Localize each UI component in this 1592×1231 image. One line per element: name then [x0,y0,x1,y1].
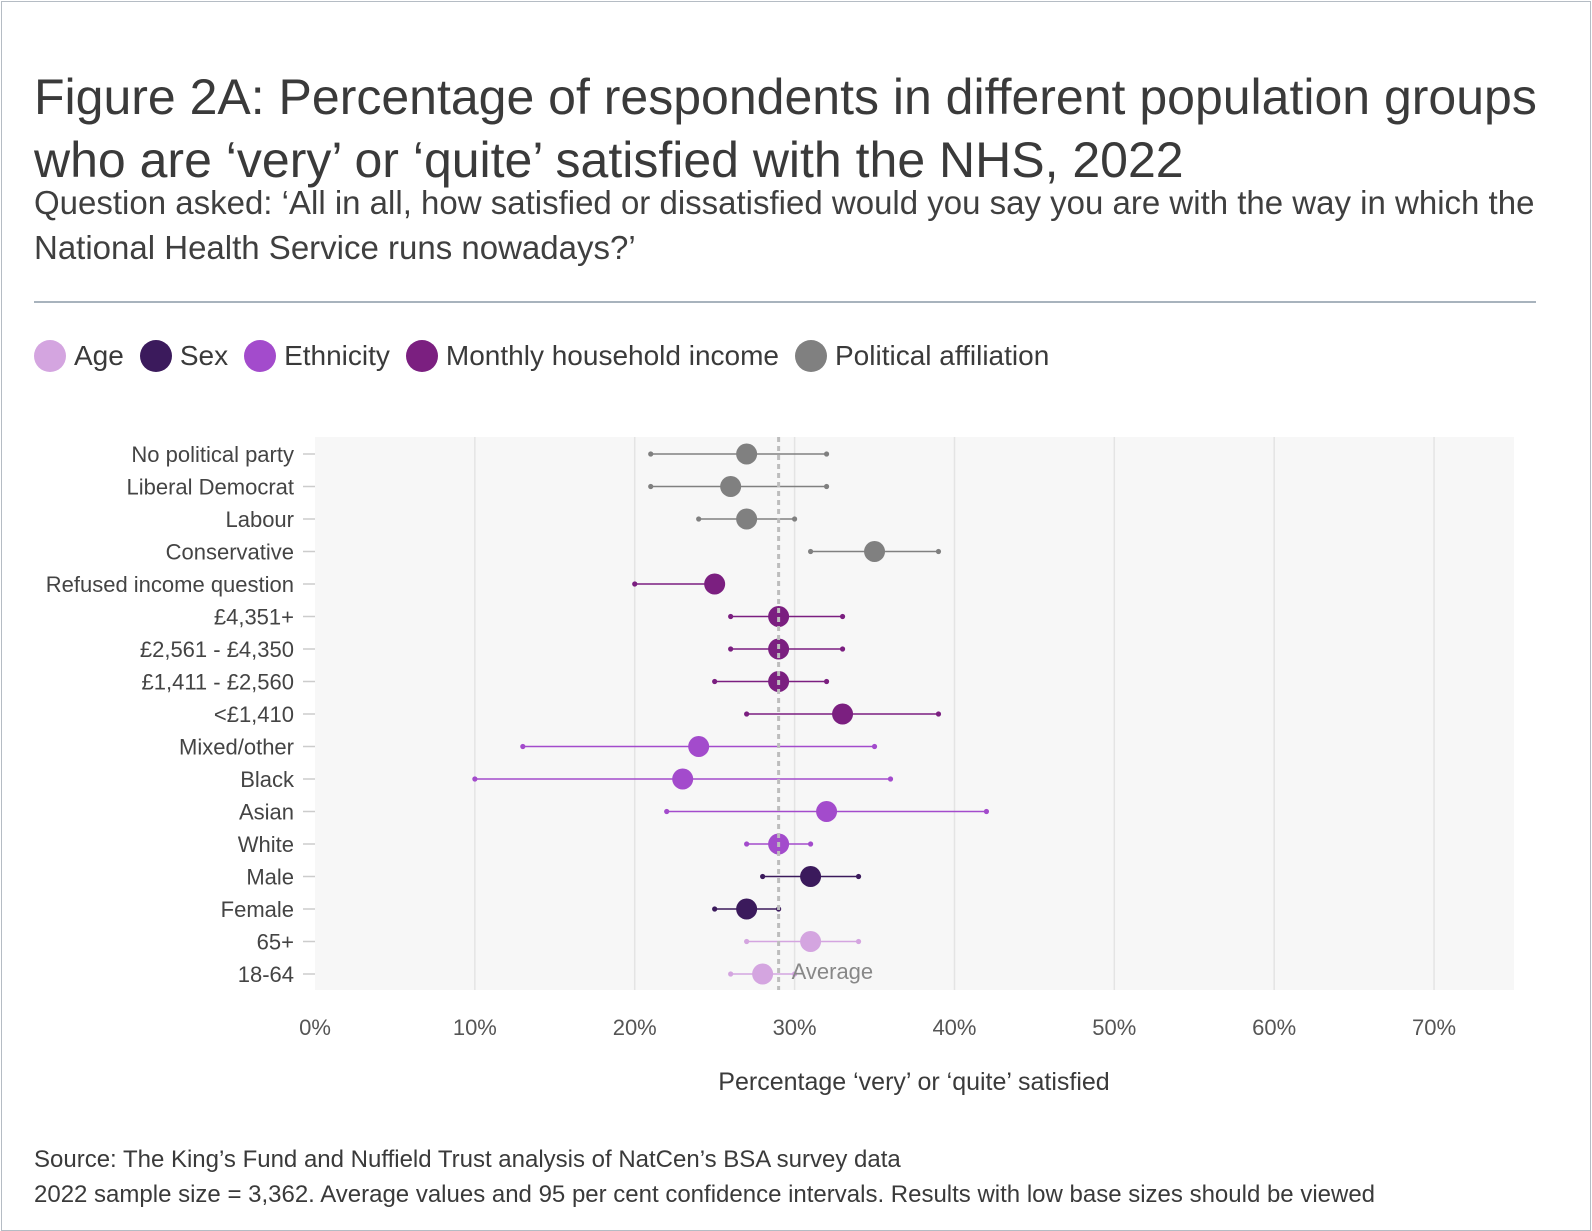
y-tick-label: 65+ [257,930,294,955]
dot-plot-chart: 0% 10% 20% 30% 40% 50% 60% 70% Percentage ‘very’… [45,437,1457,1096]
data-point [688,736,710,757]
error-bar-cap-high [839,646,846,652]
y-tick-label: Conservative [166,540,294,565]
error-bar-cap-low [760,873,766,880]
legend-item-age[interactable]: Age [34,340,124,372]
x-tick-label: 0% [299,1015,331,1040]
legend-label-age: Age [74,340,124,371]
error-bar-cap-low [648,483,654,490]
legend-swatch-ethnicity [244,340,277,372]
error-bar-cap-low [648,451,654,457]
y-tick-label: Mixed/other [179,735,294,760]
x-tick-label: 20% [613,1015,657,1040]
x-tick-label: 40% [932,1015,976,1040]
error-bar-cap-low [696,516,702,522]
error-bar-cap-high [871,743,878,750]
y-tick-label: Asian [239,800,294,825]
legend-swatch-income [405,340,438,372]
data-point [752,963,774,985]
legend-label-ethnicity: Ethnicity [284,340,390,371]
x-tick-label: 50% [1092,1015,1136,1040]
chart-legend: Age Sex Ethnicity Monthly household inco… [34,334,1049,378]
y-tick-label: Refused income question [46,572,294,597]
error-bar-cap-low [744,841,750,847]
data-point [672,768,694,790]
error-bar-cap-low [807,548,814,555]
error-bar-cap-high [792,516,798,522]
error-bar-cap-low [728,971,734,977]
error-bar-cap-high [855,938,862,945]
data-point [800,931,822,952]
legend-swatch-sex [139,340,172,372]
chart-footer: Source: The King’s Fund and Nuffield Tru… [34,1142,1554,1212]
error-bar-cap-low [728,613,734,620]
data-point [736,443,758,465]
error-bar-cap-low [472,776,478,782]
y-tick-label: Black [240,767,295,792]
error-bar-cap-high [935,711,942,717]
data-point [736,508,758,530]
error-bar-cap-high [792,971,798,977]
x-axis-title: Percentage ‘very’ or ‘quite’ satisfied [718,1068,1109,1096]
error-bar-cap-high [823,678,830,685]
legend-swatch-age [34,340,66,372]
legend-item-sex[interactable]: Sex [139,340,229,372]
error-bar-cap-high [823,483,830,490]
figure-subtitle: Question asked: ‘All in all, how satisfi… [34,184,1535,266]
error-bar-cap-high [887,776,894,782]
legend-item-ethnicity[interactable]: Ethnicity [244,340,390,372]
legend-label-political: Political affiliation [835,340,1050,371]
title-divider [34,301,1536,303]
error-bar-cap-high [807,841,814,847]
error-bar-cap-high [839,613,846,620]
error-bar-cap-low [712,678,718,685]
data-point [768,606,790,627]
y-tick-label: <£1,410 [214,702,294,727]
data-point [736,898,758,920]
legend-label-sex: Sex [179,340,229,371]
x-tick-label: 10% [453,1015,497,1040]
error-bar-cap-low [744,711,750,717]
legend-swatch-political [795,340,827,372]
error-bar-cap-high [935,548,942,555]
y-tick-label: £1,411 - £2,560 [142,670,295,695]
error-bar-cap-low [728,646,734,652]
y-tick-label: Labour [225,507,294,532]
average-label: Average [792,959,874,984]
sample-note: 2022 sample size = 3,362. Average values… [34,1181,1376,1208]
y-tick-label: £4,351+ [214,605,294,630]
data-point [816,801,838,822]
y-tick-label: No political party [131,442,294,467]
error-bar-cap-low [712,906,718,912]
x-tick-label: 70% [1412,1015,1456,1040]
error-bar-cap-high [823,451,830,457]
data-point [704,573,726,595]
error-bar-cap-low [520,743,526,750]
y-tick-label: Liberal Democrat [126,475,294,500]
figure-title: Figure 2A: Percentage of respondents in … [34,68,1537,188]
y-tick-label: Female [221,897,294,922]
legend-item-income[interactable]: Monthly household income [405,340,779,372]
y-tick-label: £2,561 - £4,350 [140,637,294,662]
error-bar-cap-high [855,873,862,880]
y-tick-label: Male [246,865,294,890]
data-point [800,866,822,887]
x-tick-label: 60% [1252,1015,1296,1040]
y-tick-label: 18-64 [238,962,294,987]
error-bar-cap-low [744,938,750,945]
error-bar-cap-low [632,581,638,587]
data-point [720,476,742,497]
legend-item-political[interactable]: Political affiliation [795,340,1049,372]
y-tick-label: White [238,832,294,857]
source-note: Source: The King’s Fund and Nuffield Tru… [34,1146,901,1173]
error-bar-cap-low [664,808,670,815]
data-point [832,703,854,725]
legend-label-income: Monthly household income [445,340,779,371]
x-tick-label: 30% [773,1015,817,1040]
data-point [864,541,886,562]
error-bar-cap-high [983,808,990,815]
